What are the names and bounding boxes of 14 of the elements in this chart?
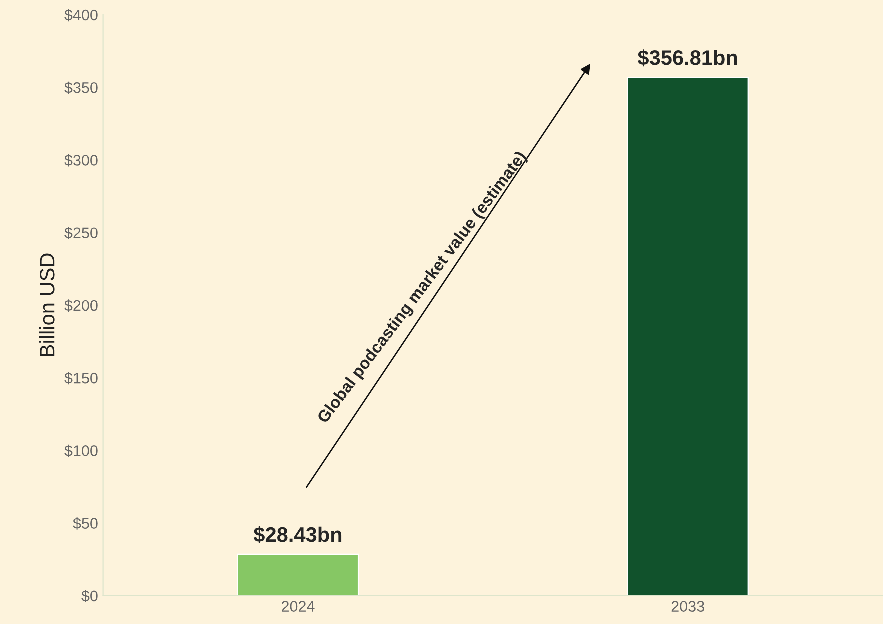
y-tick-label: $350 bbox=[64, 82, 98, 94]
y-tick-label: $100 bbox=[64, 444, 98, 458]
x-tick-label: 2024 bbox=[282, 601, 315, 612]
y-tick-label: $300 bbox=[64, 154, 98, 167]
data-label: $356.81bn bbox=[638, 50, 738, 67]
y-tick-label: $400 bbox=[64, 9, 98, 22]
y-tick-label: $250 bbox=[64, 227, 98, 240]
data-label: $28.43bn bbox=[254, 526, 342, 544]
y-axis-title: Billion USD bbox=[39, 254, 55, 356]
y-tick-label: $50 bbox=[73, 518, 98, 530]
y-tick-label: $200 bbox=[64, 300, 98, 312]
y-tick-label: $0 bbox=[82, 590, 98, 603]
y-tick-label: $150 bbox=[64, 372, 98, 385]
x-tick-label: 2033 bbox=[672, 601, 704, 612]
